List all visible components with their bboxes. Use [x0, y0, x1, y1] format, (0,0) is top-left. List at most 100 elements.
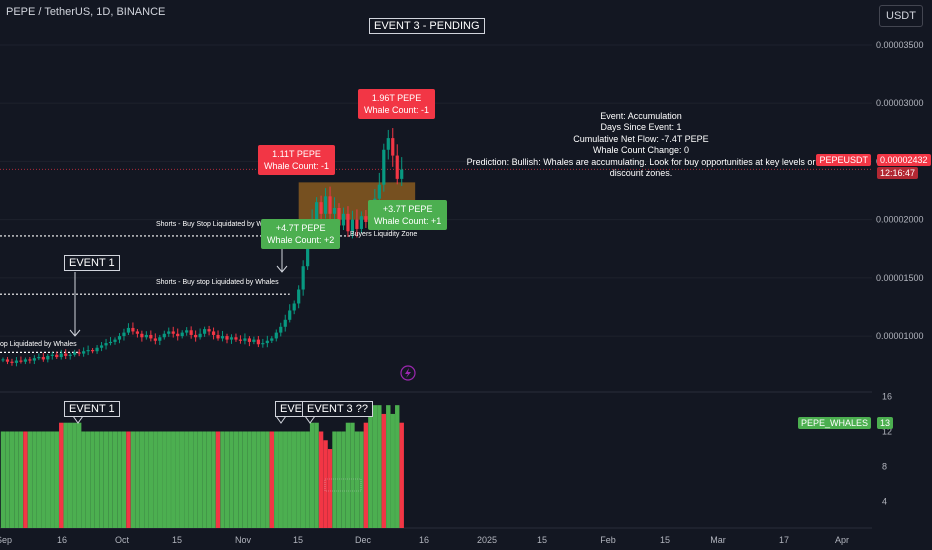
- whale-count-bar: [135, 431, 140, 528]
- candle-body: [274, 332, 278, 339]
- whale-count-bar: [27, 431, 33, 528]
- candle-body: [126, 327, 131, 333]
- time-axis-label: Nov: [235, 535, 252, 545]
- whale-count-bar: [211, 431, 216, 528]
- whale-count-bar: [233, 431, 239, 528]
- whale-count-bar: [242, 431, 248, 528]
- candle-body: [194, 334, 198, 338]
- candle-body: [265, 340, 269, 344]
- candle-body: [149, 334, 153, 339]
- candle-body: [288, 310, 292, 320]
- candle-body: [41, 357, 45, 360]
- whale-count-bar: [171, 431, 176, 528]
- whale-count-bar: [50, 431, 55, 528]
- whale-count-bar: [350, 422, 355, 528]
- whale-count-bar: [54, 431, 59, 528]
- candle-body: [55, 354, 59, 358]
- whale-count-bar: [274, 431, 279, 528]
- sell-tag-1: 1.11T PEPE Whale Count: -1: [258, 145, 336, 175]
- candle-body: [95, 347, 99, 352]
- symbol-price-label: PEPEUSDT: [816, 154, 871, 166]
- candle-body: [86, 350, 90, 352]
- event-2-arrow-head: [276, 265, 288, 273]
- candle-body: [198, 333, 202, 338]
- candle-body: [301, 266, 305, 290]
- indicator-value-label: 13: [877, 417, 894, 429]
- candle-body: [382, 149, 386, 185]
- indicator-tick-label: 12: [882, 426, 892, 436]
- lightning-icon: [400, 365, 416, 381]
- whale-count-bar: [256, 431, 261, 528]
- time-axis-label: Dec: [355, 535, 372, 545]
- whale-count-bar: [332, 431, 337, 528]
- event-1-arrow-head: [69, 329, 81, 337]
- candle-body: [108, 341, 113, 344]
- candle-body: [46, 355, 50, 360]
- time-axis-label: 15: [537, 535, 547, 545]
- lower-event-3-arrow: [304, 415, 316, 424]
- whale-count-bar: [63, 422, 68, 528]
- candle-body: [23, 359, 27, 362]
- info-whale-change: Whale Count Change: 0: [592, 145, 690, 156]
- whale-count-bar: [94, 431, 100, 528]
- whale-count-bar: [166, 431, 171, 528]
- candle-body: [220, 336, 225, 339]
- symbol-title: PEPE / TetherUS, 1D, BINANCE: [6, 6, 166, 18]
- whale-count-bar: [193, 431, 198, 528]
- candle-body: [350, 219, 355, 232]
- whale-count-bar: [341, 431, 346, 528]
- price-tick-label: 0.00003500: [876, 40, 924, 50]
- candle-body: [252, 339, 256, 342]
- sell-tag-2: 1.96T PEPE Whale Count: -1: [358, 89, 436, 119]
- candle-body: [73, 352, 77, 355]
- shorts-annotation-upper: Shorts - Buy Stop Liquidated by Whales: [156, 221, 280, 228]
- shorts-annotation-left: op Liquidated by Whales: [0, 341, 77, 348]
- candle-body: [64, 353, 68, 356]
- whale-count-bar: [41, 431, 46, 528]
- candle-body: [104, 343, 108, 346]
- whale-count-bar: [363, 422, 369, 528]
- candle-body: [243, 338, 247, 341]
- candle-body: [14, 360, 19, 363]
- sell-tag-2-count: Whale Count: -1: [364, 105, 430, 115]
- whale-count-bar: [359, 431, 364, 528]
- whale-count-bar: [157, 431, 162, 528]
- candle-body: [207, 329, 211, 332]
- whale-count-bar: [0, 431, 6, 528]
- info-days-since: Days Since Event: 1: [600, 122, 682, 133]
- candle-body: [400, 169, 404, 179]
- sell-tag-1-amount: 1.11T PEPE: [272, 149, 321, 159]
- sell-tag-2-amount: 1.96T PEPE: [371, 93, 422, 103]
- candle-body: [99, 345, 104, 348]
- event-1-label: EVENT 1: [64, 255, 120, 271]
- candle-body: [77, 352, 81, 354]
- candle-body: [176, 333, 180, 337]
- last-price-label: 0.00002432: [877, 154, 931, 166]
- candle-body: [117, 336, 122, 340]
- whale-count-bar: [188, 431, 194, 528]
- candle-body: [377, 184, 381, 199]
- candle-body: [315, 202, 319, 220]
- whale-count-bar: [36, 431, 42, 528]
- candle-body: [144, 334, 148, 338]
- candle-body: [225, 336, 229, 340]
- whale-count-bar: [323, 440, 328, 528]
- whale-count-bar: [247, 431, 252, 528]
- currency-button[interactable]: USDT: [879, 5, 923, 27]
- whale-count-bar: [117, 431, 122, 528]
- buy-tag-1-count: Whale Count: +2: [267, 235, 335, 245]
- candle-body: [359, 216, 363, 229]
- price-tick-label: 0.00001500: [876, 273, 924, 283]
- candle-body: [171, 331, 175, 334]
- info-event: Event: Accumulation: [600, 111, 682, 121]
- candle-body: [297, 289, 301, 304]
- time-axis-label: Mar: [710, 535, 726, 545]
- lower-event-1-arrow: [72, 415, 84, 424]
- whale-info-panel: Event: Accumulation Days Since Event: 1 …: [455, 111, 827, 179]
- whale-count-bar: [162, 431, 167, 528]
- candle-body: [319, 202, 323, 214]
- candle-body: [270, 338, 274, 341]
- whale-count-bar: [314, 422, 319, 528]
- whale-count-bar: [372, 405, 378, 528]
- whale-count-bar: [130, 431, 136, 528]
